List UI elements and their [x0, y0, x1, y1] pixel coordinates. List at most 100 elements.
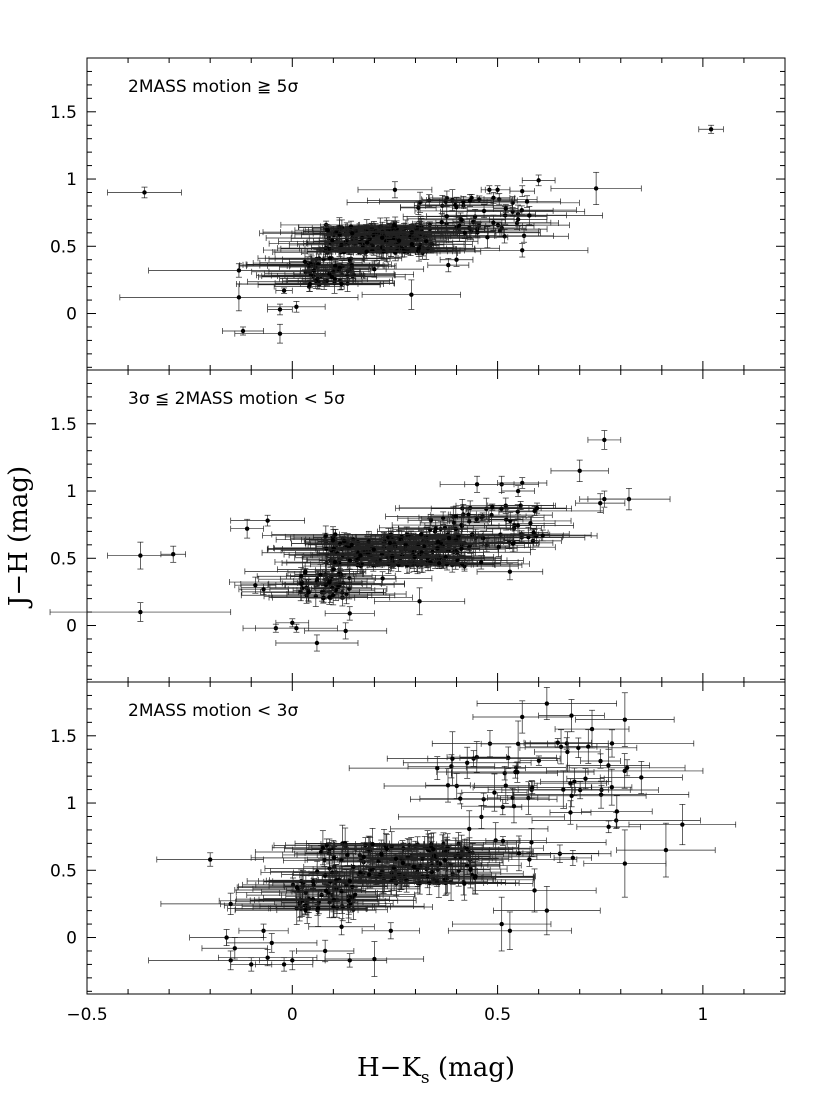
marker — [337, 541, 343, 547]
marker — [323, 533, 329, 538]
data-point — [119, 283, 359, 312]
data-point — [440, 229, 569, 244]
marker — [392, 187, 398, 192]
data-point — [275, 287, 293, 294]
marker — [490, 504, 495, 510]
y-tick-label: 0 — [66, 305, 77, 325]
marker — [327, 271, 332, 276]
marker — [459, 523, 465, 529]
data-point — [456, 243, 589, 258]
marker — [499, 506, 504, 511]
marker — [531, 530, 536, 535]
data-point — [427, 258, 470, 273]
marker — [418, 532, 424, 537]
marker — [341, 538, 347, 544]
data-point — [222, 326, 264, 336]
marker — [349, 263, 354, 268]
data-point — [267, 301, 326, 313]
marker — [311, 273, 316, 279]
marker — [306, 589, 312, 595]
marker — [330, 538, 336, 543]
data-point — [395, 237, 429, 252]
marker — [236, 268, 242, 273]
data-point — [257, 250, 403, 267]
marker — [403, 542, 408, 547]
marker — [359, 235, 365, 241]
data-point — [462, 503, 523, 511]
marker — [446, 262, 451, 268]
data-point — [418, 213, 465, 232]
data-point — [366, 530, 476, 539]
marker — [277, 331, 283, 336]
data-point — [324, 278, 359, 290]
data-point — [484, 185, 511, 195]
data-point — [296, 579, 376, 601]
marker — [515, 217, 521, 222]
marker — [302, 570, 308, 576]
data-point — [359, 546, 484, 558]
marker — [467, 225, 472, 231]
data-point — [324, 545, 396, 566]
marker — [331, 567, 337, 572]
marker — [485, 235, 490, 240]
marker — [392, 541, 397, 546]
marker — [330, 593, 336, 598]
marker — [527, 213, 532, 218]
plot-frame — [86, 57, 786, 371]
marker — [281, 288, 287, 293]
data-point — [509, 185, 535, 197]
data-point — [308, 224, 348, 236]
marker — [443, 199, 448, 204]
data-point — [258, 271, 406, 282]
marker — [520, 188, 525, 194]
data-point — [426, 221, 570, 229]
marker — [325, 227, 331, 233]
data-point — [521, 174, 556, 187]
panel-1: 0 0.5 1 1.5 2MASS motion ≧ 5σ — [50, 57, 786, 371]
marker — [481, 208, 487, 214]
data-point — [357, 181, 433, 199]
data-point — [271, 585, 396, 606]
data-point — [332, 220, 461, 238]
data-point — [236, 279, 385, 289]
data-point — [466, 226, 509, 249]
marker — [534, 505, 540, 511]
marker — [299, 581, 304, 587]
marker — [469, 532, 475, 537]
marker — [419, 550, 424, 555]
marker — [379, 235, 385, 240]
marker — [313, 278, 319, 284]
marker — [330, 585, 335, 590]
marker — [372, 266, 377, 272]
marker — [459, 217, 465, 223]
marker — [466, 512, 471, 517]
marker — [495, 222, 501, 228]
data-point — [331, 244, 402, 259]
data-point — [361, 279, 461, 310]
marker — [474, 517, 479, 522]
marker — [387, 540, 393, 546]
marker — [454, 257, 459, 262]
marker — [423, 239, 429, 244]
y-tick-label: 0 — [66, 617, 77, 637]
y-tick-label: 0.5 — [50, 237, 77, 257]
data-point — [449, 512, 572, 530]
marker — [481, 536, 486, 541]
marker — [453, 514, 459, 519]
marker — [503, 206, 508, 211]
marker — [503, 517, 509, 522]
marker — [491, 195, 496, 201]
marker — [519, 207, 525, 213]
marker — [357, 239, 363, 245]
data-point — [274, 557, 396, 567]
data-point — [430, 504, 572, 513]
data-point — [390, 227, 539, 239]
marker — [462, 230, 467, 236]
marker — [371, 547, 376, 552]
data-point — [148, 263, 330, 278]
data-point — [324, 260, 425, 278]
marker — [433, 526, 438, 531]
marker — [392, 222, 397, 228]
marker — [502, 234, 507, 239]
